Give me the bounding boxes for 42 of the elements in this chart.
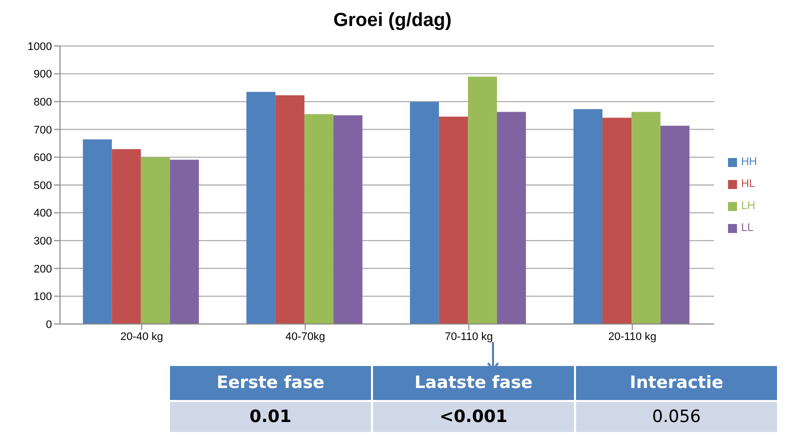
x-tick-label: 40-70kg (285, 330, 326, 343)
text: 0.056 (576, 402, 777, 432)
y-tick-label: 900 (34, 68, 52, 81)
bar (246, 92, 276, 324)
legend-label: HL (741, 178, 756, 190)
y-tick-label: 300 (34, 236, 52, 248)
bar (438, 116, 468, 324)
bar (602, 118, 632, 324)
x-tick-label: 20-40 kg (120, 330, 164, 343)
x-tick-label: 20-110 kg (608, 330, 656, 343)
text: <0.001 (373, 402, 574, 432)
y-tick-label: 800 (34, 96, 52, 109)
bar (660, 126, 690, 324)
y-tick-label: 200 (34, 263, 52, 276)
bar (573, 109, 602, 324)
bar (304, 114, 334, 324)
bar (275, 95, 304, 324)
bar (631, 112, 660, 324)
legend-label: LH (741, 200, 756, 212)
x-tick-label: 70-110 kg (444, 330, 493, 343)
chart-title: Groei (g/dag) (332, 10, 453, 32)
text: Eerste fase (170, 366, 371, 400)
bar (112, 149, 141, 324)
bar (333, 115, 362, 324)
y-tick-label: 0 (46, 318, 52, 331)
bar (468, 76, 497, 324)
y-tick-label: 600 (34, 152, 52, 164)
bar (82, 139, 112, 324)
text: Laatste fase (373, 366, 574, 400)
bar (170, 160, 199, 324)
bar (140, 157, 170, 324)
legend-label: HH (741, 156, 757, 168)
bar (410, 102, 439, 324)
bar (496, 112, 526, 324)
text: 0.01 (170, 402, 371, 432)
y-tick-label: 100 (34, 291, 52, 304)
legend-label: LL (741, 222, 754, 234)
text: Interactie (576, 366, 777, 400)
y-tick-label: 500 (34, 180, 52, 192)
y-tick-label: 400 (34, 208, 52, 220)
y-tick-label: 700 (34, 124, 52, 136)
y-tick-label: 1000 (28, 40, 52, 53)
